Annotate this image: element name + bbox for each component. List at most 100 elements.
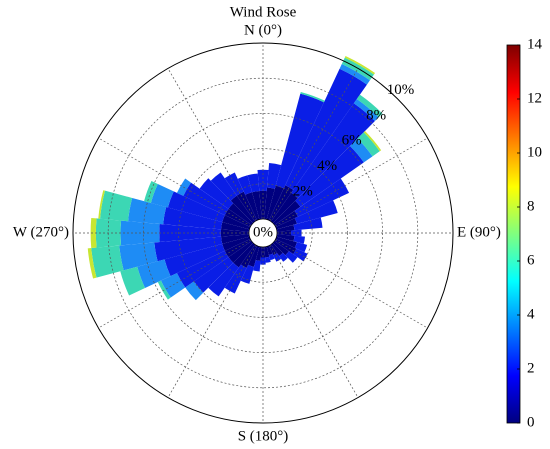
grid-ring <box>107 77 419 389</box>
wedge <box>266 245 273 256</box>
wedge <box>344 56 376 75</box>
wedge <box>272 200 301 225</box>
wedge <box>260 257 266 265</box>
wedge <box>183 182 229 216</box>
wedge <box>222 236 251 251</box>
grid-ring <box>143 113 383 353</box>
wedge <box>266 185 284 221</box>
grid-ring <box>248 218 278 248</box>
wedge <box>266 162 282 189</box>
wedge <box>224 264 247 294</box>
wedge <box>294 178 350 217</box>
colorbar-tick-label: 14 <box>527 36 543 52</box>
wedge <box>154 236 223 262</box>
wedge <box>240 244 258 269</box>
wedge <box>275 93 324 189</box>
direction-label: S (180°) <box>238 428 289 444</box>
wedge <box>353 98 379 122</box>
wedge <box>193 257 234 293</box>
wedge <box>237 175 253 195</box>
wedge <box>290 229 302 237</box>
wedge <box>274 210 299 228</box>
colorbar-tick-label: 12 <box>527 90 542 106</box>
wedge <box>210 172 237 201</box>
wedge <box>271 192 298 224</box>
outer-ring <box>72 42 454 424</box>
wedge <box>255 246 262 261</box>
wedge <box>285 68 367 190</box>
wedge <box>273 253 282 262</box>
wedge <box>248 245 260 267</box>
wedge <box>265 256 271 263</box>
wedge <box>252 191 262 220</box>
wedge <box>119 242 158 271</box>
wedge <box>276 234 295 242</box>
wedge <box>208 262 239 297</box>
r-tick-label: 0% <box>253 224 273 240</box>
wedge <box>224 238 252 258</box>
spoke <box>269 244 359 398</box>
wedge <box>98 190 105 219</box>
colorbar-tick-label: 10 <box>527 144 542 160</box>
r-tick-label: 6% <box>342 133 362 149</box>
wedge <box>221 234 250 244</box>
wedge <box>236 191 258 222</box>
spoke <box>269 68 359 222</box>
wedge <box>268 253 275 261</box>
wedge <box>271 242 283 257</box>
spoke <box>274 137 428 227</box>
wedge <box>293 235 305 244</box>
wedge <box>356 94 383 118</box>
wedge <box>230 195 255 224</box>
spoke <box>167 68 257 222</box>
wedge <box>100 190 133 222</box>
wedge <box>285 251 298 263</box>
wedge <box>275 236 297 248</box>
wedge <box>91 245 124 278</box>
wedge <box>228 241 254 263</box>
wedge <box>240 264 254 284</box>
wedge <box>160 273 186 298</box>
wedge <box>279 252 288 262</box>
r-tick-label: 2% <box>293 183 313 199</box>
spoke <box>98 239 252 329</box>
r-tick-label: 4% <box>317 158 337 174</box>
wedge <box>150 183 174 208</box>
wedge <box>363 131 382 152</box>
wedge <box>357 132 380 157</box>
colorbar-tick-label: 2 <box>527 360 535 376</box>
wedge <box>276 230 292 236</box>
grid-ring <box>178 148 348 318</box>
wedge <box>264 187 275 220</box>
colorbar <box>506 44 521 424</box>
wedge <box>272 241 289 256</box>
wedge <box>294 200 338 224</box>
r-tick-label: 10% <box>387 82 415 98</box>
wedge <box>252 260 261 272</box>
chart-title: Wind Rose <box>230 4 297 20</box>
wedge <box>167 191 225 223</box>
wedge <box>221 222 250 232</box>
wedge <box>87 248 97 279</box>
wedge <box>128 197 167 225</box>
wedge <box>245 192 260 221</box>
wedge <box>163 207 223 230</box>
wedge <box>224 208 252 228</box>
r-tick-label: 8% <box>366 107 386 123</box>
wedge <box>233 242 255 268</box>
colorbar-tick-label: 6 <box>527 252 535 268</box>
wedge <box>120 266 146 296</box>
wedge <box>350 138 373 163</box>
wedge <box>199 178 234 209</box>
wedge <box>276 224 295 232</box>
wedge <box>222 215 251 230</box>
spoke <box>274 239 428 329</box>
wedge <box>264 246 270 258</box>
wedge <box>294 242 308 253</box>
wedge <box>159 223 222 243</box>
wedge <box>164 243 225 277</box>
direction-label: E (90°) <box>457 224 501 240</box>
wedge <box>300 91 325 103</box>
spoke <box>98 137 252 227</box>
